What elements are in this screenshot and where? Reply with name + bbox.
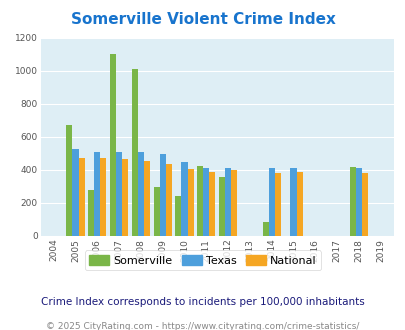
- Text: Somerville Violent Crime Index: Somerville Violent Crime Index: [70, 12, 335, 26]
- Bar: [355, 168, 361, 236]
- Bar: [94, 152, 100, 236]
- Text: © 2025 CityRating.com - https://www.cityrating.com/crime-statistics/: © 2025 CityRating.com - https://www.city…: [46, 322, 359, 330]
- Bar: [218, 178, 224, 236]
- Bar: [349, 168, 355, 236]
- Bar: [274, 173, 280, 236]
- Bar: [159, 154, 165, 236]
- Bar: [153, 187, 159, 236]
- Bar: [100, 158, 106, 236]
- Bar: [197, 166, 203, 236]
- Text: Crime Index corresponds to incidents per 100,000 inhabitants: Crime Index corresponds to incidents per…: [41, 297, 364, 307]
- Bar: [262, 222, 268, 236]
- Bar: [66, 124, 72, 236]
- Bar: [72, 148, 78, 236]
- Bar: [230, 170, 237, 236]
- Bar: [181, 162, 187, 236]
- Bar: [268, 168, 274, 236]
- Bar: [209, 172, 215, 236]
- Bar: [187, 169, 193, 236]
- Bar: [88, 190, 94, 236]
- Legend: Somerville, Texas, National: Somerville, Texas, National: [85, 250, 320, 270]
- Bar: [296, 172, 302, 236]
- Bar: [110, 54, 116, 236]
- Bar: [144, 161, 150, 236]
- Bar: [78, 158, 84, 236]
- Bar: [122, 159, 128, 236]
- Bar: [175, 195, 181, 236]
- Bar: [290, 168, 296, 236]
- Bar: [361, 173, 367, 236]
- Bar: [131, 69, 138, 236]
- Bar: [224, 168, 230, 236]
- Bar: [203, 168, 209, 236]
- Bar: [165, 164, 171, 236]
- Bar: [138, 152, 144, 236]
- Bar: [116, 152, 122, 236]
